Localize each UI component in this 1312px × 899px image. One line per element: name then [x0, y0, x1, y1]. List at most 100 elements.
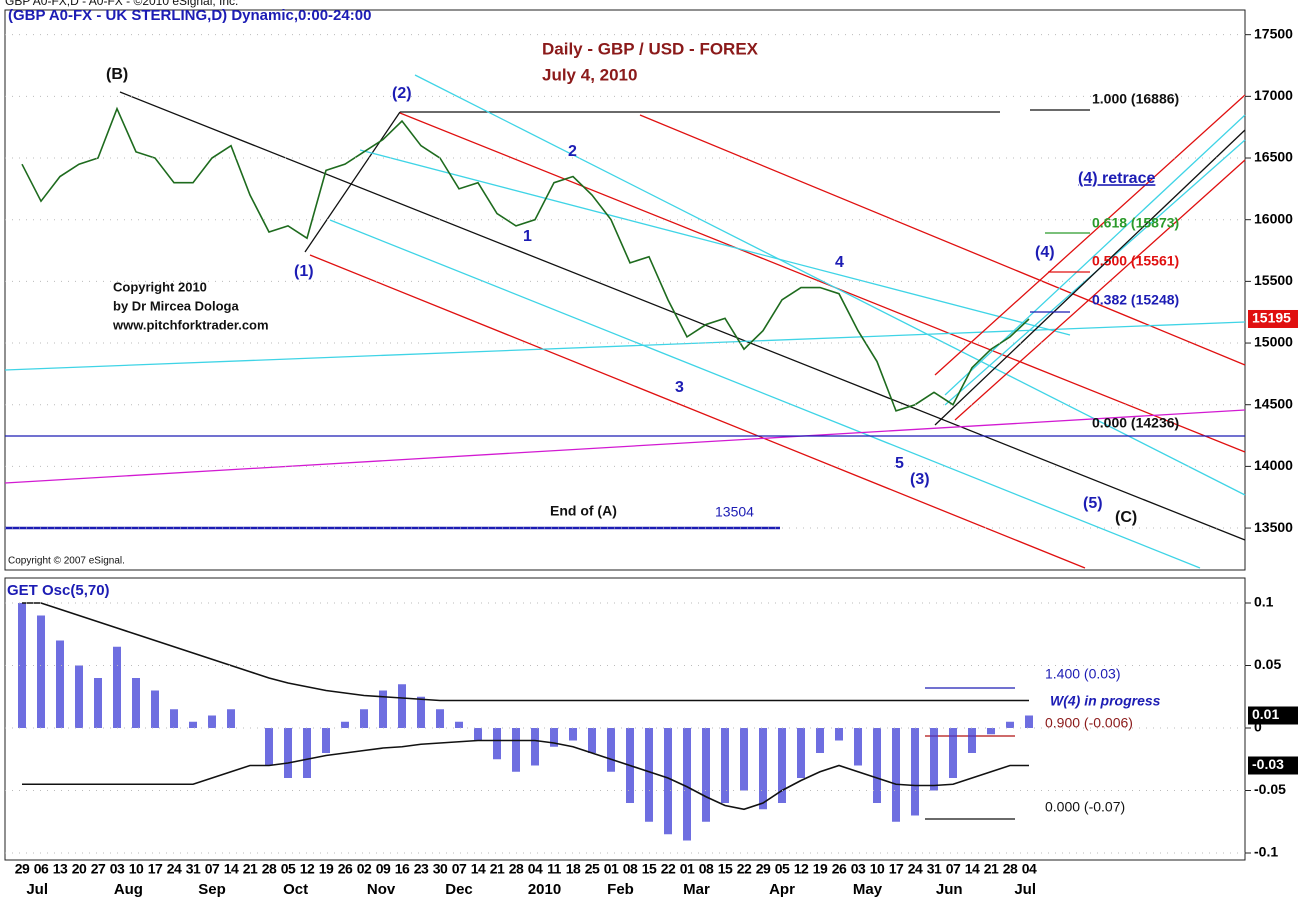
x-day-label: 31 [927, 861, 942, 877]
wave-label: 2 [568, 143, 577, 160]
y-tick-label: 15000 [1254, 334, 1293, 350]
x-day-label: 07 [946, 861, 961, 877]
osc-bar [702, 728, 710, 822]
red-line [954, 159, 1246, 421]
osc-bar [664, 728, 672, 835]
x-day-label: 21 [984, 861, 999, 877]
fib-label: 0.618 (15873) [1092, 215, 1179, 231]
chart-subtitle: July 4, 2010 [542, 65, 637, 84]
osc-bar [208, 715, 216, 728]
osc-bar [379, 690, 387, 728]
x-day-label: 31 [186, 861, 201, 877]
marks [18, 106, 1033, 841]
x-day-label: 26 [832, 861, 847, 877]
y-tick-label: 0 [1254, 719, 1262, 735]
y-tick-label: 13500 [1254, 519, 1293, 535]
y-tick-label: 0.1 [1254, 594, 1274, 610]
osc-bar [18, 603, 26, 728]
value-tag [1248, 309, 1298, 328]
pitchfork-lines [4, 74, 1246, 820]
x-day-label: 18 [566, 861, 581, 877]
y-tick-label: 17500 [1254, 25, 1293, 41]
x-day-label: 22 [661, 861, 676, 877]
copyright: Copyright © 2007 eSignal. [8, 556, 125, 567]
y-tick-label: 0.05 [1254, 656, 1281, 672]
osc-bar [721, 728, 729, 803]
osc-label: 0.000 (-0.07) [1045, 799, 1125, 815]
wave-label: (4) [1035, 244, 1055, 261]
osc-bar [341, 721, 349, 728]
osc-bar [94, 678, 102, 728]
y-tick-label: 16000 [1254, 210, 1293, 226]
x-day-label: 09 [376, 861, 391, 877]
osc-bar [360, 709, 368, 728]
x-day-label: 10 [870, 861, 885, 877]
wave-label: (5) [1083, 495, 1103, 512]
x-day-label: 14 [224, 861, 239, 877]
cyan-line [414, 74, 1246, 496]
value-tag [1248, 706, 1298, 725]
x-day-label: 16 [395, 861, 410, 877]
x-day-label: 25 [585, 861, 600, 877]
x-day-label: 21 [243, 861, 258, 877]
x-day-label: 01 [680, 861, 695, 877]
osc-bar [759, 728, 767, 810]
osc-bar [132, 678, 140, 728]
osc-bar [531, 728, 539, 766]
x-day-label: 20 [72, 861, 87, 877]
osc-bar [816, 728, 824, 753]
osc-bar [189, 721, 197, 728]
osc-bar [284, 728, 292, 778]
osc-bar [436, 709, 444, 728]
wave-label: (2) [392, 85, 412, 102]
osc-bar [645, 728, 653, 822]
osc-bar [873, 728, 881, 803]
median-line [119, 91, 1246, 541]
fib-label: 0.500 (15561) [1092, 253, 1179, 269]
x-day-label: 14 [471, 861, 486, 877]
osc-bar [854, 728, 862, 766]
red-line [399, 112, 1246, 453]
osc-bar [911, 728, 919, 816]
end-a: End of (A) [550, 503, 617, 519]
osc-bar [398, 684, 406, 728]
x-day-label: 11 [547, 861, 562, 877]
wave-label: 1 [523, 228, 532, 245]
x-day-label: 05 [775, 861, 790, 877]
x-day-label: 04 [1022, 861, 1037, 877]
x-day-label: 22 [737, 861, 752, 877]
osc-bar [949, 728, 957, 778]
cyan-line [329, 219, 1201, 569]
osc-bar [512, 728, 520, 772]
wave-label: 5 [895, 455, 904, 472]
wave-label: 4 [835, 254, 844, 271]
osc-bar [170, 709, 178, 728]
value-tag-label: 15195 [1252, 310, 1291, 326]
osc-bar [417, 696, 425, 728]
osc-bar [588, 728, 596, 753]
fib-label: (4) retrace [1078, 170, 1155, 187]
red-line [934, 94, 1246, 376]
x-month-label: Aug [114, 881, 143, 898]
price-line [21, 106, 1030, 412]
wave-label: (B) [106, 66, 128, 83]
osc-bar [493, 728, 501, 760]
x-day-label: 28 [262, 861, 277, 877]
osc-bar [227, 709, 235, 728]
osc-bar [322, 728, 330, 753]
x-month-label: Sep [198, 881, 226, 898]
x-day-label: 24 [908, 861, 923, 877]
x-day-label: 06 [34, 861, 49, 877]
x-day-label: 27 [91, 861, 106, 877]
x-day-label: 21 [490, 861, 505, 877]
y-tick-label: 15500 [1254, 272, 1293, 288]
x-month-label: Jul [1014, 881, 1036, 898]
x-day-label: 28 [1003, 861, 1018, 877]
wave-label: (C) [1115, 509, 1137, 526]
red-line [309, 254, 1086, 569]
osc-bar [113, 646, 121, 728]
y-tick-label: -0.05 [1254, 781, 1286, 797]
wave-label: 3 [675, 379, 684, 396]
x-day-label: 03 [110, 861, 125, 877]
